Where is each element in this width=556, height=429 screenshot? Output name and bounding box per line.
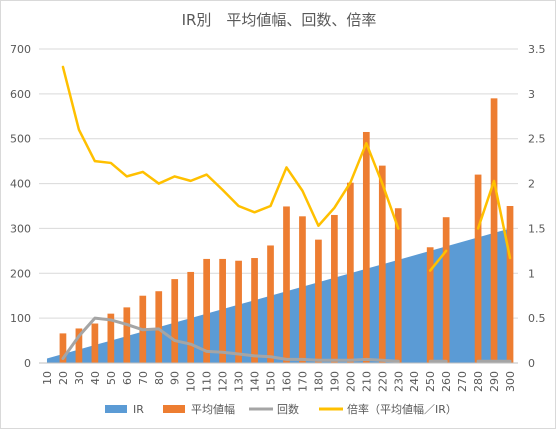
bar-average-width: [506, 206, 514, 363]
y-left-tick-label: 500: [10, 133, 31, 146]
series-line-count: [61, 316, 512, 363]
x-tick-label: 190: [328, 371, 341, 392]
y-right-tick-label: 2.5: [528, 133, 546, 146]
x-tick-label: 20: [57, 371, 70, 385]
bar-average-width: [75, 328, 83, 363]
x-tick-label: 40: [89, 371, 102, 385]
x-tick-label: 210: [360, 371, 373, 392]
x-tick-label: 150: [265, 371, 278, 392]
bar-average-width: [378, 165, 386, 363]
x-tick-label: 80: [153, 371, 166, 385]
bar-average-width: [203, 258, 211, 363]
y-left-tick-label: 100: [10, 312, 31, 325]
x-tick-label: 240: [408, 371, 421, 392]
x-tick-label: 70: [137, 371, 150, 385]
x-tick-label: 30: [73, 371, 86, 385]
y-left-tick-label: 0: [24, 357, 31, 370]
bar-average-width: [283, 206, 290, 363]
y-left-tick-label: 200: [10, 267, 31, 280]
x-tick-label: 220: [376, 371, 389, 392]
y-right-tick-label: 2: [528, 178, 535, 191]
y-right-tick-label: 1: [528, 267, 535, 280]
y-right-tick-label: 3.5: [528, 43, 546, 56]
x-tick-label: 300: [504, 371, 517, 392]
bar-average-width: [346, 182, 354, 363]
x-tick-label: 290: [488, 371, 501, 392]
y-right-tick-label: 0: [528, 357, 535, 370]
x-tick-label: 270: [456, 371, 469, 392]
x-tick-label: 280: [472, 371, 485, 392]
legend-label: 倍率（平均値幅／IR）: [347, 402, 457, 416]
legend-label: 平均値幅: [191, 403, 235, 416]
x-tick-label: 120: [217, 371, 230, 392]
y-right-tick-label: 1.5: [528, 222, 546, 235]
bar-average-width: [315, 239, 322, 363]
bar-average-width: [251, 258, 258, 363]
x-tick-label: 130: [233, 371, 246, 392]
x-tick-label: 160: [280, 371, 293, 392]
bar-average-width: [155, 291, 163, 363]
x-tick-label: 230: [392, 371, 405, 392]
bar-average-width: [394, 208, 402, 363]
y-left-tick-label: 300: [10, 222, 31, 235]
x-tick-label: 100: [185, 371, 198, 392]
legend-label: IR: [133, 403, 144, 416]
y-left-tick-label: 400: [10, 178, 31, 191]
bar-average-width: [442, 217, 450, 363]
y-left-tick-label: 600: [10, 88, 31, 101]
bar-average-width: [171, 279, 179, 363]
y-right-tick-label: 3: [528, 88, 535, 101]
series-line-ratio: [61, 65, 512, 272]
x-tick-label: 250: [424, 371, 437, 392]
bar-average-width: [267, 245, 274, 363]
bar-average-width: [91, 323, 99, 363]
bar-average-width: [331, 214, 338, 363]
bar-average-width: [362, 131, 370, 363]
bar-average-width: [59, 333, 67, 363]
x-tick-label: 10: [41, 371, 54, 385]
y-left-tick-label: 700: [10, 43, 31, 56]
bar-average-width: [299, 216, 306, 363]
legend-swatch: [105, 405, 127, 413]
series-area-ir: [46, 228, 511, 363]
bar-average-width: [490, 98, 498, 363]
x-tick-label: 90: [169, 371, 182, 385]
bar-average-width: [426, 247, 434, 363]
legend-swatch: [163, 405, 185, 413]
bar-average-width: [474, 174, 482, 363]
x-tick-label: 200: [344, 371, 357, 392]
legend-label: 回数: [277, 403, 299, 416]
y-right-tick-label: 0.5: [528, 312, 546, 325]
bar-average-width: [107, 313, 115, 363]
x-tick-label: 180: [312, 371, 325, 392]
bar-average-width: [123, 307, 131, 363]
x-tick-label: 50: [105, 371, 118, 385]
x-tick-label: 140: [249, 371, 262, 392]
bar-average-width: [235, 260, 242, 363]
x-tick-label: 260: [440, 371, 453, 392]
x-tick-label: 110: [201, 371, 214, 392]
chart-title: IR別 平均値幅、回数、倍率: [181, 11, 377, 29]
bar-average-width: [187, 271, 195, 363]
x-tick-label: 60: [121, 371, 134, 385]
bar-average-width: [219, 258, 226, 363]
x-tick-label: 170: [296, 371, 309, 392]
